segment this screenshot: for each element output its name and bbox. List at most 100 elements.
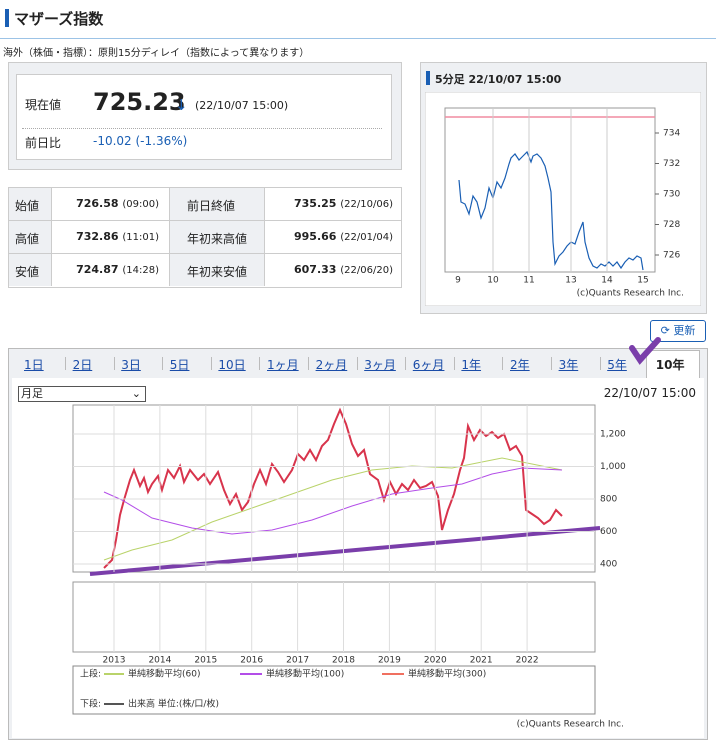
row-line [9, 188, 401, 221]
value: 735.25 [293, 197, 337, 210]
date: (22/01/04) [340, 232, 393, 243]
tab-divider [113, 357, 115, 370]
x-tick-label: 15 [637, 276, 648, 286]
tab-divider [65, 357, 66, 370]
tab[interactable]: 3ヶ月 [364, 358, 396, 372]
mini-bg [425, 92, 701, 306]
price-line [458, 150, 644, 271]
date: (22/10/06) [340, 199, 393, 210]
main-chart: 上段: 単純移動平均(60) 単純移動平均(100) 単純移動平均(300) 下… [72, 404, 626, 730]
label-cell [9, 254, 52, 286]
mini-title: 5分足 22/10/07 15:00 [435, 73, 562, 86]
tab-divider [308, 357, 309, 370]
label-cell [169, 254, 265, 286]
value: 607.33 [293, 263, 337, 276]
value: 995.66 [293, 230, 337, 243]
rule [0, 38, 716, 39]
y-tick-label: 726 [663, 251, 680, 261]
cell-label: 始値 [15, 199, 40, 213]
x-tick-label: 13 [565, 276, 576, 286]
tab[interactable]: 1年 [461, 358, 482, 372]
value: 724.87 [76, 263, 119, 276]
tab-divider [453, 357, 455, 370]
tab-divider [551, 357, 552, 370]
time: (09:00) [122, 199, 159, 210]
tab[interactable]: 3日 [121, 358, 141, 372]
x-tick-label: 9 [455, 276, 461, 286]
cell-value: 607.33 (22/06/20) [294, 263, 393, 276]
cell-label: 年初来高値 [187, 232, 248, 246]
refresh-label[interactable]: 更新 [673, 324, 696, 337]
tab[interactable]: 5年 [607, 358, 627, 372]
cell-value: 724.87 (14:28) [76, 263, 159, 276]
title: マザーズ指数 [14, 10, 104, 28]
x-tick-label: 2018 [332, 656, 355, 666]
value: 726.58 [76, 197, 119, 210]
x-tick-label: 2019 [378, 656, 401, 666]
y-tick-label: 734 [663, 129, 680, 139]
x-tick-label: 10 [487, 276, 499, 286]
tab[interactable]: 10日 [218, 358, 246, 372]
label-cell [9, 188, 52, 220]
tab[interactable]: 3年 [558, 358, 579, 372]
cell-label: 高値 [15, 232, 40, 246]
tab[interactable]: 2年 [510, 358, 530, 372]
upper-plot [72, 404, 596, 573]
legend-ma300-label: 単純移動平均(300) [408, 668, 486, 680]
y-tick-label: 728 [663, 220, 680, 230]
y-tick-label: 732 [663, 159, 680, 169]
tab[interactable]: 1ヶ月 [267, 358, 299, 372]
row-line [9, 221, 401, 254]
x-tick-label: 2015 [194, 656, 217, 666]
tab: 10年 [655, 358, 685, 372]
active-tab [645, 350, 700, 379]
main-credit: (c)Quants Research Inc. [517, 720, 624, 730]
check-annotation [629, 337, 661, 365]
legend-ma100-label: 単純移動平均(100) [266, 668, 344, 680]
timestamp: 22/10/07 15:00 [603, 386, 696, 400]
trend-annotation [89, 526, 601, 576]
cell-value: 995.66 (22/01/04) [294, 230, 393, 243]
quote-table: 始値 726.58 (09:00) 前日終値 735.25 (22/10/06) 高値 7… [8, 187, 402, 288]
y-tick-label: 800 [600, 495, 617, 505]
tab[interactable]: 2日 [72, 358, 93, 372]
y-tick-label: 1,000 [600, 462, 626, 472]
tab[interactable]: 6ヶ月 [412, 358, 445, 372]
notice: 海外（株価・指標）：原則15分ディレイ（指数によって異なります） [3, 48, 310, 59]
y-tick-label: 1,200 [600, 430, 626, 440]
time: (11:01) [122, 232, 159, 243]
y-tick-label: 730 [663, 190, 680, 200]
x-tick-label: 2020 [424, 656, 447, 666]
cell-label: 前日終値 [187, 199, 236, 213]
x-tick-label: 2021 [470, 656, 493, 666]
tab[interactable]: 1日 [24, 358, 44, 372]
time: (14:28) [122, 265, 159, 276]
price-box [16, 74, 392, 160]
mini-chart: 734 732 730 728 726 9 10 11 13 14 15 (c)Quants Rese… [425, 92, 701, 306]
tab[interactable]: 5日 [169, 358, 190, 372]
cell-value: 726.58 (09:00) [76, 197, 159, 210]
legend-ma60-label: 単純移動平均(60) [128, 668, 200, 680]
value: 732.86 [76, 230, 119, 243]
tab-divider [210, 357, 212, 370]
mini-bar [426, 71, 430, 85]
refresh-button[interactable]: ⟳ 更新 [650, 320, 706, 342]
label-cell [9, 221, 52, 253]
x-tick-label: 2017 [286, 656, 309, 666]
x-tick-label: 2014 [148, 656, 171, 666]
change-label: 前日比 [25, 136, 62, 150]
x-tick-label: 11 [523, 276, 534, 286]
price-time: (22/10/07 15:00) [195, 99, 289, 112]
period-select-label[interactable]: 月足 [21, 387, 43, 400]
tab[interactable]: 2ヶ月 [315, 358, 348, 372]
legend-upper: 上段: [80, 668, 101, 680]
period-select[interactable]: 月足 ⌄ [18, 386, 146, 402]
price-arrow: ↓ [175, 96, 188, 114]
mini-credit: (c)Quants Research Inc. [577, 289, 684, 299]
tab-divider [259, 357, 261, 370]
tab-divider [502, 357, 504, 370]
legend-box [72, 665, 596, 715]
y-tick-label: 600 [600, 527, 617, 537]
tab-divider [356, 357, 358, 370]
